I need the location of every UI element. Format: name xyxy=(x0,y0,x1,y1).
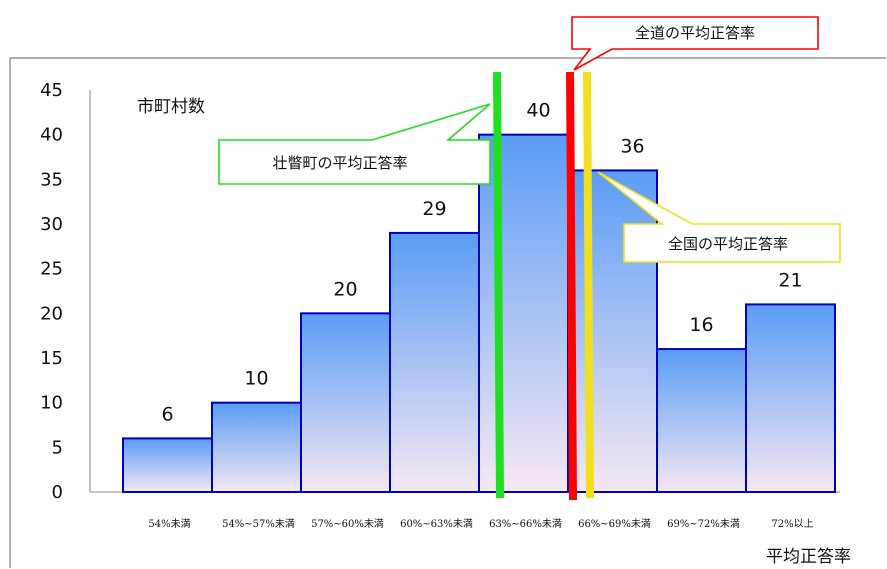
bar xyxy=(300,312,391,494)
prefecture-average-callout: 全道の平均正答率 xyxy=(571,16,819,71)
bar-data-label: 10 xyxy=(244,368,268,390)
bar-data-label: 36 xyxy=(620,135,644,157)
town-average-line xyxy=(493,71,504,499)
x-tick-label: 57%~60%未満 xyxy=(311,518,384,530)
x-tick-labels: 54%未満 54%~57%未満 57%~60%未満 60%~63%未満 63%~66%未… xyxy=(148,518,813,530)
national-average-line xyxy=(583,71,594,499)
bar-data-labels: 6 10 20 29 40 36 16 21 xyxy=(161,100,802,426)
y-tick-label: 20 xyxy=(40,303,63,324)
x-tick-label: 63%~66%未満 xyxy=(489,518,562,530)
y-tick-label: 0 xyxy=(52,482,63,503)
national-average-label: 全国の平均正答率 xyxy=(668,235,788,253)
bar-data-label: 21 xyxy=(778,269,802,291)
x-tick-label: 69%~72%未満 xyxy=(667,518,740,530)
x-tick-label: 54%~57%未満 xyxy=(222,518,295,530)
bar xyxy=(656,348,747,494)
bar-data-label: 40 xyxy=(526,100,550,122)
y-tick-label: 10 xyxy=(40,393,63,414)
bar xyxy=(478,133,569,494)
y-tick-labels: 0 5 10 15 20 25 30 35 40 45 xyxy=(40,80,63,503)
bars xyxy=(122,133,836,494)
bar xyxy=(389,231,480,494)
prefecture-average-label: 全道の平均正答率 xyxy=(635,24,755,42)
y-tick-label: 25 xyxy=(40,259,63,280)
y-axis-title: 市町村数 xyxy=(137,97,205,117)
y-tick-label: 5 xyxy=(52,437,63,458)
town-average-callout: 壮瞥町の平均正答率 xyxy=(218,103,491,185)
bar xyxy=(567,169,658,493)
x-tick-label: 72%以上 xyxy=(771,518,813,530)
y-tick-label: 40 xyxy=(40,125,63,146)
y-tick-label: 15 xyxy=(40,348,63,369)
x-tick-label: 66%~69%未満 xyxy=(578,518,651,530)
y-tick-label: 35 xyxy=(40,169,63,190)
bar-data-label: 6 xyxy=(161,403,173,425)
national-average-callout: 全国の平均正答率 xyxy=(597,171,841,263)
town-average-label: 壮瞥町の平均正答率 xyxy=(272,154,407,172)
bar xyxy=(211,401,302,493)
bar-data-label: 20 xyxy=(333,278,357,300)
prefecture-average-line xyxy=(566,71,577,501)
x-axis-title: 平均正答率 xyxy=(766,547,851,567)
x-tick-label: 54%未満 xyxy=(148,518,190,530)
bar-data-label: 16 xyxy=(689,314,713,336)
y-tick-label: 30 xyxy=(40,214,63,235)
bar xyxy=(122,437,213,493)
bar-data-label: 29 xyxy=(422,198,446,220)
y-tick-label: 45 xyxy=(40,80,63,101)
x-tick-label: 60%~63%未満 xyxy=(400,518,473,530)
bar xyxy=(745,303,836,493)
